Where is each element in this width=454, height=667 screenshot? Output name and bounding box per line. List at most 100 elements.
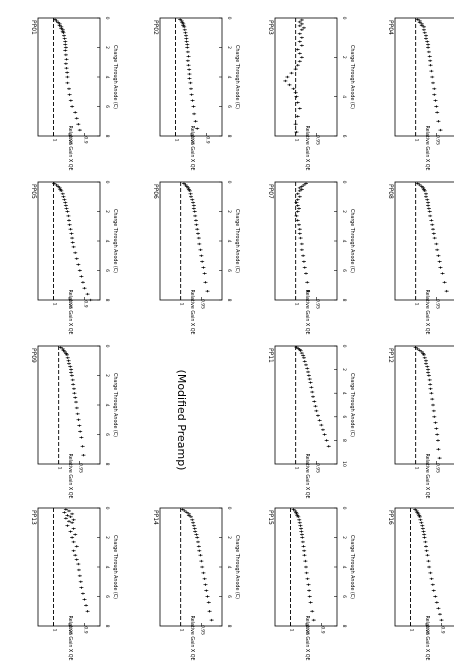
y-tick-label: 1 <box>52 139 58 142</box>
data-point <box>294 201 299 204</box>
data-point <box>65 514 70 517</box>
data-point <box>189 195 193 198</box>
data-point <box>69 371 74 374</box>
data-point <box>70 521 75 524</box>
data-point <box>192 210 197 213</box>
data-point <box>297 52 302 55</box>
panel-title: PP12 <box>387 348 394 363</box>
data-point <box>198 554 203 557</box>
data-point <box>191 524 196 527</box>
x-tick-label: 4 <box>341 566 347 569</box>
data-point <box>306 583 311 586</box>
panel-title: PP11 <box>267 348 274 363</box>
y-tick-label: 1 <box>294 139 300 142</box>
data-point <box>66 214 71 218</box>
data-point <box>422 31 427 34</box>
y-tick-label: 1 <box>289 629 295 632</box>
data-point <box>69 232 74 235</box>
panel-pp01: 0 2 4 6 8 0.9 0.95 1 Charge Through Anode (C) Rel… <box>30 17 118 171</box>
data-point <box>187 189 192 193</box>
data-point <box>317 419 322 422</box>
data-point <box>77 424 82 427</box>
data-point <box>57 24 62 27</box>
data-point <box>308 381 313 384</box>
data-point <box>311 395 316 398</box>
y-tick-label: 0.95 <box>434 463 440 473</box>
data-point <box>74 558 79 561</box>
data-point <box>67 520 71 523</box>
data-point <box>190 99 195 102</box>
x-axis-label: Charge Through Anode (C) <box>349 535 355 599</box>
data-point <box>415 347 420 351</box>
data-point <box>202 577 207 580</box>
data-point <box>421 530 426 533</box>
data-point <box>427 55 432 58</box>
data-point <box>314 409 319 413</box>
data-point <box>421 352 426 355</box>
data-point <box>435 439 440 442</box>
panel-title: PP08 <box>387 184 394 199</box>
data-point <box>426 204 431 207</box>
y-tick-label: 1 <box>414 139 420 142</box>
y-axis-label: Relative Gain X QE <box>189 289 195 334</box>
data-point <box>310 610 315 613</box>
data-point <box>319 423 324 427</box>
data-point <box>183 31 188 34</box>
data-point <box>424 34 428 37</box>
y-axis-label: Relative Gain X QE <box>67 453 73 498</box>
data-point <box>297 228 302 231</box>
data-point <box>73 533 78 536</box>
data-point <box>196 545 201 548</box>
data-point <box>192 112 197 116</box>
data-point <box>70 105 75 108</box>
data-point <box>305 367 310 370</box>
plot-frame <box>274 345 338 465</box>
panel-title: PP13 <box>30 510 37 525</box>
data-point <box>442 281 447 284</box>
data-point <box>291 87 296 90</box>
data-point <box>297 195 302 198</box>
data-point <box>417 514 422 517</box>
data-point <box>423 540 428 544</box>
plot-frame <box>394 181 454 301</box>
y-tick-label: 1 <box>52 303 58 306</box>
x-tick-label: 4 <box>104 404 110 407</box>
data-point <box>191 105 196 108</box>
y-tick-label: 1 <box>294 303 300 306</box>
data-point <box>205 595 210 598</box>
data-point <box>285 75 290 79</box>
panel-title: PP05 <box>30 184 37 199</box>
data-point <box>421 28 426 31</box>
data-point <box>187 77 192 80</box>
data-point <box>188 81 193 85</box>
data-point <box>181 182 186 185</box>
data-point <box>65 524 70 527</box>
x-tick-label: 8 <box>104 135 110 138</box>
data-point <box>185 59 190 62</box>
data-point <box>74 545 79 548</box>
data-point <box>69 368 74 371</box>
y-axis-label: Relative Gain X QE <box>67 289 73 334</box>
data-point <box>186 55 191 58</box>
data-point <box>426 374 431 377</box>
y-tick-label: 0.95 <box>67 299 73 309</box>
data-point <box>182 28 187 31</box>
data-point <box>432 415 437 418</box>
x-tick-label: 4 <box>226 76 232 79</box>
data-point <box>300 540 305 544</box>
data-point <box>67 93 72 96</box>
data-point <box>197 242 202 246</box>
x-tick-label: 8 <box>104 299 110 302</box>
data-point <box>419 521 424 524</box>
data-point <box>206 601 211 604</box>
data-point <box>301 354 306 357</box>
x-axis-label: Charge Through Anode (C) <box>112 45 118 109</box>
data-point <box>183 183 188 187</box>
data-point <box>185 43 190 46</box>
plot-frame <box>159 17 223 137</box>
data-point <box>293 509 298 513</box>
data-point <box>429 219 434 222</box>
data-point <box>438 266 443 269</box>
data-point <box>424 359 428 362</box>
